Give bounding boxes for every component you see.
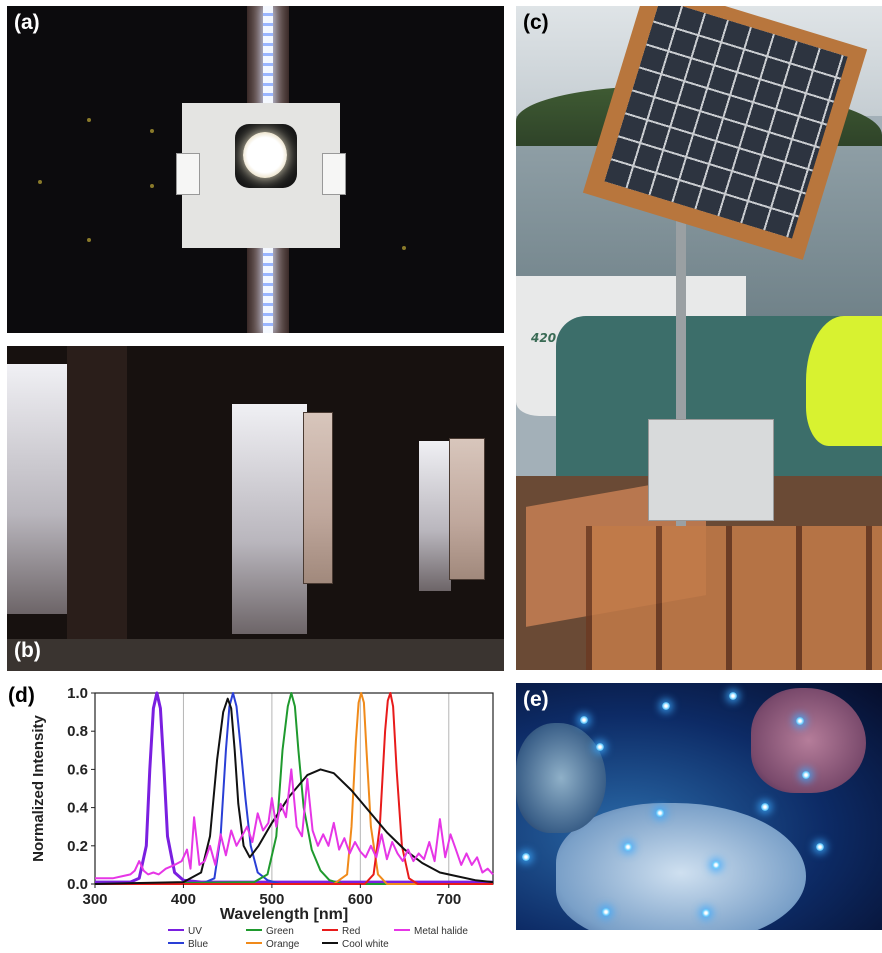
- pillar: [67, 346, 127, 671]
- led-light: [596, 743, 604, 751]
- gravel-floor: [7, 639, 504, 671]
- series-line-green: [94, 692, 493, 885]
- spectrum-chart: 300 400 500 600 700 0.0 0.2 0.4 0.6 0.8 1.0 Wavelen…: [30, 685, 494, 950]
- bolt: [402, 246, 406, 250]
- legend-label: Green: [266, 926, 294, 937]
- legend-label: Cool white: [342, 939, 389, 950]
- legend-label: Orange: [266, 939, 300, 950]
- bolt: [150, 184, 154, 188]
- led-light: [712, 861, 720, 869]
- led-light: [662, 702, 670, 710]
- plate-clip: [176, 153, 200, 195]
- y-axis-label: Normalized Intensity: [30, 714, 47, 861]
- y-tick-label: 0.4: [67, 800, 89, 817]
- x-axis-label: Wavelength [nm]: [220, 906, 348, 923]
- led-light: [761, 803, 769, 811]
- mast-pole: [676, 6, 686, 526]
- panel-label-d: (d): [8, 684, 35, 707]
- photo-panel-c: 420 DORY W.B (c): [516, 6, 882, 670]
- led-light: [816, 843, 824, 851]
- panel-door: [449, 438, 485, 580]
- led-light: [624, 843, 632, 851]
- led-light: [796, 717, 804, 725]
- coral-branch: [516, 723, 606, 833]
- bolt: [87, 118, 91, 122]
- panel-label-e: (e): [523, 688, 549, 711]
- legend-label: Red: [342, 926, 360, 937]
- led-light: [702, 909, 710, 917]
- panel-label-c: (c): [523, 11, 549, 34]
- legend-label: Blue: [188, 939, 208, 950]
- x-tick-label: 400: [171, 891, 196, 908]
- legend-label: UV: [188, 926, 202, 937]
- chart-panel-d: 300 400 500 600 700 0.0 0.2 0.4 0.6 0.8 1.0 Wavelen…: [0, 676, 510, 953]
- photo-panel-e: (e): [516, 683, 882, 930]
- coral-trays: [586, 526, 882, 670]
- x-tick-label: 700: [436, 891, 461, 908]
- y-tick-label: 0.2: [67, 838, 88, 855]
- series-line-uv: [95, 691, 493, 884]
- person-jacket: [806, 316, 882, 446]
- lit-wall-center: [232, 404, 307, 634]
- y-tick-label: 0.0: [67, 876, 88, 893]
- led-light: [602, 908, 610, 916]
- plate-clip: [322, 153, 346, 195]
- lamp-light: [243, 132, 287, 178]
- panel-label-b: (b): [14, 639, 41, 662]
- panel-door: [303, 412, 333, 584]
- legend-label: Metal halide: [414, 926, 468, 937]
- y-tick-label: 1.0: [67, 685, 88, 702]
- led-light: [580, 716, 588, 724]
- led-light: [522, 853, 530, 861]
- x-tick-label: 300: [82, 891, 107, 908]
- photo-panel-a: (a): [7, 6, 504, 333]
- bolt: [38, 180, 42, 184]
- series-line-metal-halide: [95, 768, 494, 880]
- bolt: [150, 129, 154, 133]
- series-line-red: [95, 692, 493, 885]
- electrical-box: [648, 419, 774, 521]
- lit-wall-right: [419, 441, 451, 591]
- bolt: [87, 238, 91, 242]
- y-tick-label: 0.6: [67, 761, 88, 778]
- x-tick-label: 500: [259, 891, 284, 908]
- led-light: [729, 692, 737, 700]
- photo-panel-b: (b): [7, 346, 504, 671]
- x-tick-label: 600: [348, 891, 373, 908]
- panel-label-a: (a): [14, 11, 40, 34]
- lit-wall-left: [7, 364, 67, 614]
- led-light: [802, 771, 810, 779]
- led-light: [656, 809, 664, 817]
- coral-plate: [556, 803, 806, 930]
- series-line-orange: [95, 692, 493, 885]
- y-tick-label: 0.8: [67, 723, 88, 740]
